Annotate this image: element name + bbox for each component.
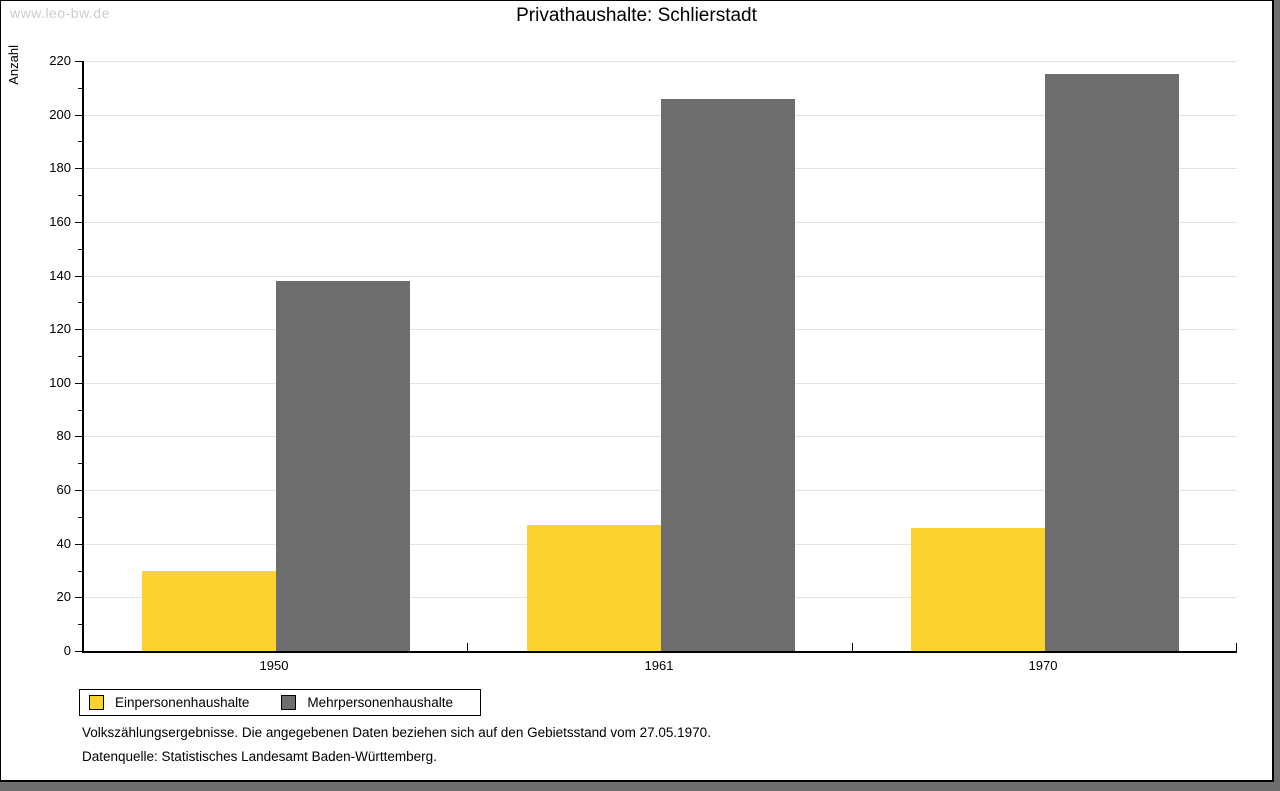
footnote-data-source: Datenquelle: Statistisches Landesamt Bad… xyxy=(82,749,437,764)
bar-mehrpersonenhaushalte xyxy=(276,281,410,651)
y-axis-major-tick xyxy=(75,115,82,116)
bar-mehrpersonenhaushalte xyxy=(1045,74,1179,651)
gridline xyxy=(84,329,1237,330)
y-axis-minor-tick xyxy=(78,571,82,572)
bar-einpersonenhaushalte xyxy=(527,525,661,651)
gridline xyxy=(84,436,1237,437)
x-tick-label: 1970 xyxy=(1028,658,1058,673)
legend-label: Einpersonenhaushalte xyxy=(115,695,250,710)
legend-item: Mehrpersonenhaushalte xyxy=(281,695,453,710)
y-axis-minor-tick xyxy=(78,302,82,303)
y-tick-label: 40 xyxy=(56,536,71,551)
y-axis-minor-tick xyxy=(78,410,82,411)
y-tick-label: 200 xyxy=(49,107,71,122)
y-axis-minor-tick xyxy=(78,624,82,625)
y-axis-major-tick xyxy=(75,168,82,169)
y-axis-major-tick xyxy=(75,329,82,330)
y-axis-major-tick xyxy=(75,544,82,545)
y-tick-label: 60 xyxy=(56,482,71,497)
y-axis-major-tick xyxy=(75,61,82,62)
legend-label: Mehrpersonenhaushalte xyxy=(307,695,453,710)
y-axis-minor-tick xyxy=(78,517,82,518)
y-tick-label: 120 xyxy=(49,321,71,336)
y-axis-major-tick xyxy=(75,383,82,384)
legend-item: Einpersonenhaushalte xyxy=(89,695,249,710)
x-axis-tick xyxy=(467,643,468,651)
y-tick-label: 220 xyxy=(49,53,71,68)
y-axis-major-tick xyxy=(75,597,82,598)
y-tick-label: 80 xyxy=(56,428,71,443)
gridline xyxy=(84,168,1237,169)
y-axis-minor-tick xyxy=(78,463,82,464)
y-tick-label: 100 xyxy=(49,375,71,390)
watermark: www.leo-bw.de xyxy=(10,5,110,21)
gridline xyxy=(84,383,1237,384)
y-tick-label: 20 xyxy=(56,589,71,604)
y-axis-minor-tick xyxy=(78,88,82,89)
bar-einpersonenhaushalte xyxy=(142,571,276,651)
y-axis-major-tick xyxy=(75,651,82,652)
y-axis-minor-tick xyxy=(78,141,82,142)
y-tick-label: 140 xyxy=(49,268,71,283)
x-tick-label: 1961 xyxy=(644,658,674,673)
y-axis-major-tick xyxy=(75,436,82,437)
y-tick-label: 180 xyxy=(49,160,71,175)
y-tick-label: 0 xyxy=(63,643,71,658)
x-axis-tick xyxy=(852,643,853,651)
plot-area xyxy=(82,61,1237,653)
legend: Einpersonenhaushalte Mehrpersonenhaushalt… xyxy=(79,689,481,716)
y-axis-minor-tick xyxy=(78,195,82,196)
gridline xyxy=(84,490,1237,491)
bar-einpersonenhaushalte xyxy=(911,528,1045,651)
bar-mehrpersonenhaushalte xyxy=(661,99,795,651)
y-axis-minor-tick xyxy=(78,249,82,250)
x-axis-tick xyxy=(1236,643,1237,651)
gridline xyxy=(84,276,1237,277)
y-axis-major-tick xyxy=(75,490,82,491)
legend-swatch-einpersonenhaushalte xyxy=(89,695,104,710)
footnote-source-note: Volkszählungsergebnisse. Die angegebenen… xyxy=(82,725,711,740)
x-tick-label: 1950 xyxy=(259,658,289,673)
y-tick-label: 160 xyxy=(49,214,71,229)
y-axis-major-tick xyxy=(75,276,82,277)
y-axis-major-tick xyxy=(75,222,82,223)
gridline xyxy=(84,61,1237,62)
chart-title: Privathaushalte: Schlierstadt xyxy=(516,5,757,26)
gridline xyxy=(84,115,1237,116)
legend-swatch-mehrpersonenhaushalte xyxy=(281,695,297,710)
y-axis-minor-tick xyxy=(78,356,82,357)
gridline xyxy=(84,222,1237,223)
